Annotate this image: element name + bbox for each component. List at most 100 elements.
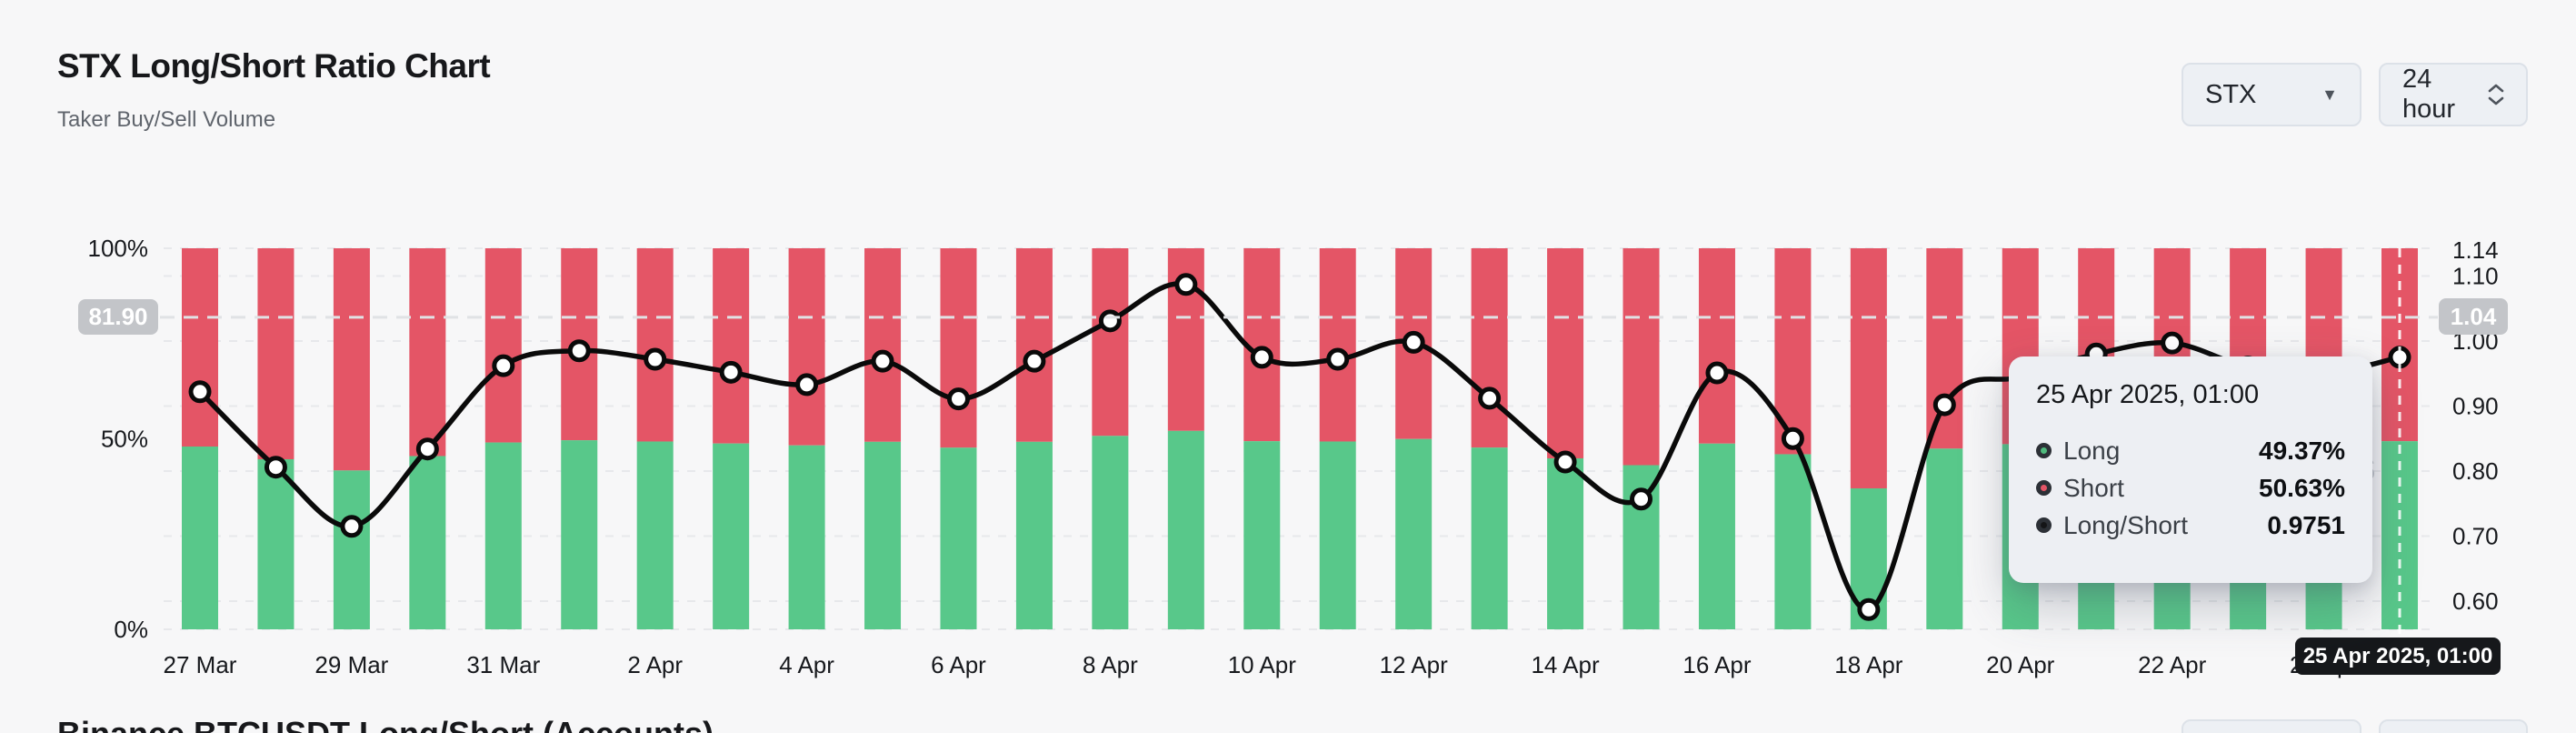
- line-point[interactable]: [1098, 309, 1122, 333]
- bar-short-segment[interactable]: [1319, 248, 1356, 442]
- line-point[interactable]: [871, 349, 894, 373]
- bar-short-segment[interactable]: [1547, 248, 1584, 458]
- bar-long-segment[interactable]: [561, 440, 598, 629]
- bar-long-segment[interactable]: [864, 441, 902, 629]
- line-point[interactable]: [340, 515, 364, 538]
- tooltip-row-ratio: Long/Short 0.9751: [2036, 507, 2345, 544]
- left-axis-tick-label: 50%: [101, 426, 148, 453]
- left-axis-tick-label: 0%: [114, 616, 148, 643]
- bar-short-segment[interactable]: [788, 248, 825, 446]
- bar-short-segment[interactable]: [1622, 248, 1660, 466]
- x-axis-tick-label: 10 Apr: [1228, 651, 1297, 678]
- line-point[interactable]: [1553, 450, 1577, 474]
- line-point[interactable]: [1781, 427, 1804, 450]
- line-point[interactable]: [415, 437, 439, 461]
- tooltip-row-value: 50.63%: [2259, 473, 2345, 502]
- symbol-select[interactable]: STX ▼: [2182, 63, 2361, 126]
- bar-long-segment[interactable]: [788, 445, 825, 629]
- next-section-interval-select[interactable]: [2379, 719, 2528, 733]
- long-marker-icon: [2036, 443, 2052, 458]
- x-axis-tick-label: 29 Mar: [315, 651, 388, 678]
- x-axis-tick-label: 14 Apr: [1531, 651, 1600, 678]
- tooltip-row-label: Long: [2063, 436, 2121, 465]
- bar-long-segment[interactable]: [484, 442, 522, 629]
- bar-short-segment[interactable]: [864, 248, 902, 442]
- line-point[interactable]: [1326, 347, 1350, 371]
- bar-long-segment[interactable]: [1698, 443, 1735, 629]
- x-axis-tick-label: 18 Apr: [1834, 651, 1903, 678]
- bar-short-segment[interactable]: [1015, 248, 1053, 442]
- line-point[interactable]: [719, 360, 743, 384]
- right-axis-tick-label: 0.90: [2452, 393, 2499, 420]
- tooltip-row-label: Short: [2063, 473, 2124, 502]
- interval-select[interactable]: 24 hour: [2379, 63, 2528, 126]
- line-point[interactable]: [644, 347, 667, 371]
- bar-long-segment[interactable]: [1092, 436, 1129, 629]
- interval-select-value: 24 hour: [2402, 65, 2456, 124]
- x-axis-tick-label: 16 Apr: [1682, 651, 1752, 678]
- tooltip-row-short: Short 50.63%: [2036, 469, 2345, 507]
- bar-long-segment[interactable]: [1774, 454, 1812, 629]
- bar-short-segment[interactable]: [1850, 248, 1887, 489]
- bar-short-segment[interactable]: [1698, 248, 1735, 444]
- bar-long-segment[interactable]: [1167, 430, 1204, 629]
- bar-long-segment[interactable]: [1015, 441, 1053, 629]
- bar-short-segment[interactable]: [484, 248, 522, 443]
- line-point[interactable]: [188, 380, 212, 404]
- crosshair-date-badge: 25 Apr 2025, 01:00: [2295, 638, 2501, 675]
- line-point[interactable]: [492, 354, 515, 377]
- next-section-title: Binance BTCUSDT Long/Short (Accounts): [57, 715, 714, 733]
- bar-short-segment[interactable]: [333, 248, 370, 471]
- bar-short-segment[interactable]: [1092, 248, 1129, 437]
- bar-short-segment[interactable]: [1471, 248, 1508, 448]
- bar-long-segment[interactable]: [1547, 457, 1584, 629]
- bar-short-segment[interactable]: [636, 248, 674, 442]
- bar-long-segment[interactable]: [713, 443, 750, 629]
- line-point[interactable]: [1250, 346, 1273, 369]
- bar-short-segment[interactable]: [182, 248, 218, 447]
- bar-long-segment[interactable]: [182, 447, 218, 629]
- line-point[interactable]: [1630, 487, 1653, 511]
- long-short-marker-icon: [2036, 517, 2052, 533]
- bar-long-segment[interactable]: [1471, 447, 1508, 629]
- bar-short-segment[interactable]: [940, 248, 977, 448]
- bar-short-segment[interactable]: [409, 248, 446, 457]
- x-axis-tick-label: 22 Apr: [2138, 651, 2207, 678]
- line-point[interactable]: [946, 387, 970, 411]
- bar-short-segment[interactable]: [257, 248, 295, 460]
- line-point[interactable]: [1402, 330, 1425, 354]
- crosshair-left-value-badge: 81.90: [78, 299, 158, 335]
- bar-long-segment[interactable]: [257, 459, 295, 629]
- bar-long-segment[interactable]: [1319, 441, 1356, 629]
- x-axis-tick-label: 6 Apr: [931, 651, 986, 678]
- bar-short-segment[interactable]: [1926, 248, 1963, 449]
- line-point[interactable]: [1478, 387, 1502, 410]
- line-point[interactable]: [1023, 349, 1046, 373]
- crosshair-right-value-badge: 1.04: [2439, 298, 2508, 335]
- right-axis-tick-label: 1.14: [2452, 236, 2499, 264]
- line-point[interactable]: [1932, 393, 1956, 417]
- x-axis-tick-label: 20 Apr: [1986, 651, 2055, 678]
- line-point[interactable]: [1174, 273, 1198, 296]
- bar-long-segment[interactable]: [1926, 448, 1963, 629]
- bar-short-segment[interactable]: [2381, 248, 2418, 442]
- bar-long-segment[interactable]: [1395, 438, 1433, 629]
- bar-short-segment[interactable]: [713, 248, 750, 444]
- right-axis-tick-label: 0.60: [2452, 587, 2499, 615]
- bar-long-segment[interactable]: [333, 470, 370, 629]
- bar-long-segment[interactable]: [636, 441, 674, 629]
- bar-long-segment[interactable]: [409, 456, 446, 629]
- line-point[interactable]: [795, 373, 819, 397]
- bar-long-segment[interactable]: [940, 447, 977, 629]
- line-point[interactable]: [1857, 597, 1881, 621]
- next-section-symbol-select[interactable]: [2182, 719, 2361, 733]
- tooltip-row-value: 49.37%: [2259, 436, 2345, 465]
- bar-long-segment[interactable]: [1243, 441, 1281, 629]
- line-point[interactable]: [567, 339, 591, 363]
- bar-short-segment[interactable]: [1243, 248, 1281, 442]
- line-point[interactable]: [264, 456, 287, 479]
- line-point[interactable]: [1705, 361, 1729, 385]
- line-point[interactable]: [2161, 331, 2184, 355]
